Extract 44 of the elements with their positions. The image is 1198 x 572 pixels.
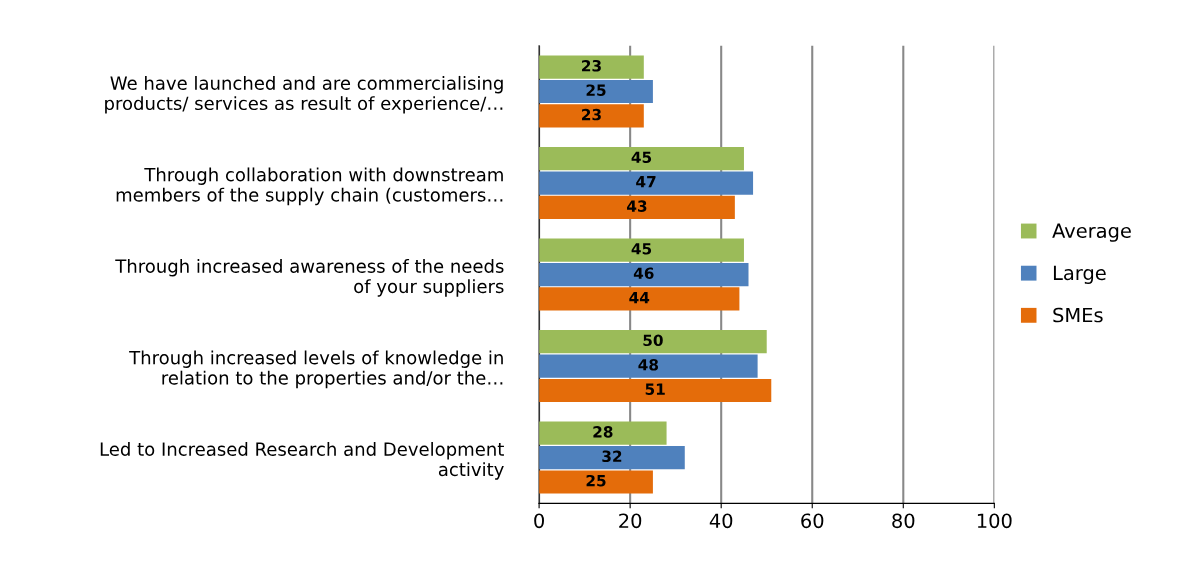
legend-label: Average <box>1052 223 1131 242</box>
bar <box>539 421 667 445</box>
y-tick-label: Through collaboration with downstream members of the supply chain (customers… <box>116 167 503 206</box>
data-label: 47 <box>636 176 656 188</box>
data-label: 44 <box>629 292 650 304</box>
data-label: 45 <box>631 243 652 255</box>
x-tick-label: 20 <box>619 513 642 529</box>
y-tick-label: Through increased awareness of the needs of your suppliers <box>115 258 504 297</box>
data-label: 32 <box>602 450 622 463</box>
y-tick-label: Through increased levels of knowledge in relation to the properties and/or the… <box>129 350 503 389</box>
bar <box>539 147 744 171</box>
bar <box>539 262 749 287</box>
bar <box>539 104 644 128</box>
data-label: 23 <box>582 108 601 121</box>
bar <box>539 195 735 220</box>
data-label: 23 <box>582 59 601 72</box>
bar <box>539 378 772 403</box>
data-label: 48 <box>638 358 659 371</box>
bar <box>539 79 653 104</box>
x-tick-label: 80 <box>892 513 915 529</box>
data-label: 45 <box>631 151 652 164</box>
data-label: 43 <box>627 200 647 212</box>
x-tick-label: 100 <box>977 513 1012 529</box>
data-label: 51 <box>645 383 665 395</box>
bar <box>539 287 740 311</box>
data-label: 25 <box>586 84 606 96</box>
legend-label: SMEs <box>1053 307 1103 323</box>
data-label: 46 <box>633 267 654 279</box>
x-tick-label: 0 <box>534 513 544 529</box>
bar <box>539 446 685 470</box>
data-label: 25 <box>586 474 606 487</box>
y-tick-label: Led to Increased Research and Development activity <box>100 442 504 480</box>
bar <box>539 330 767 354</box>
x-tick-label: 40 <box>709 513 733 529</box>
bar <box>539 171 754 195</box>
x-tick-label: 60 <box>801 513 824 529</box>
y-tick-label: We have launched and are commercialising products/ services as result of experience/… <box>105 75 503 114</box>
data-label: 28 <box>593 426 613 438</box>
bar <box>539 55 644 79</box>
bar <box>539 470 653 494</box>
bar <box>539 354 758 378</box>
data-label: 50 <box>643 334 663 347</box>
legend-label: Large <box>1053 265 1106 284</box>
bar <box>539 238 744 262</box>
